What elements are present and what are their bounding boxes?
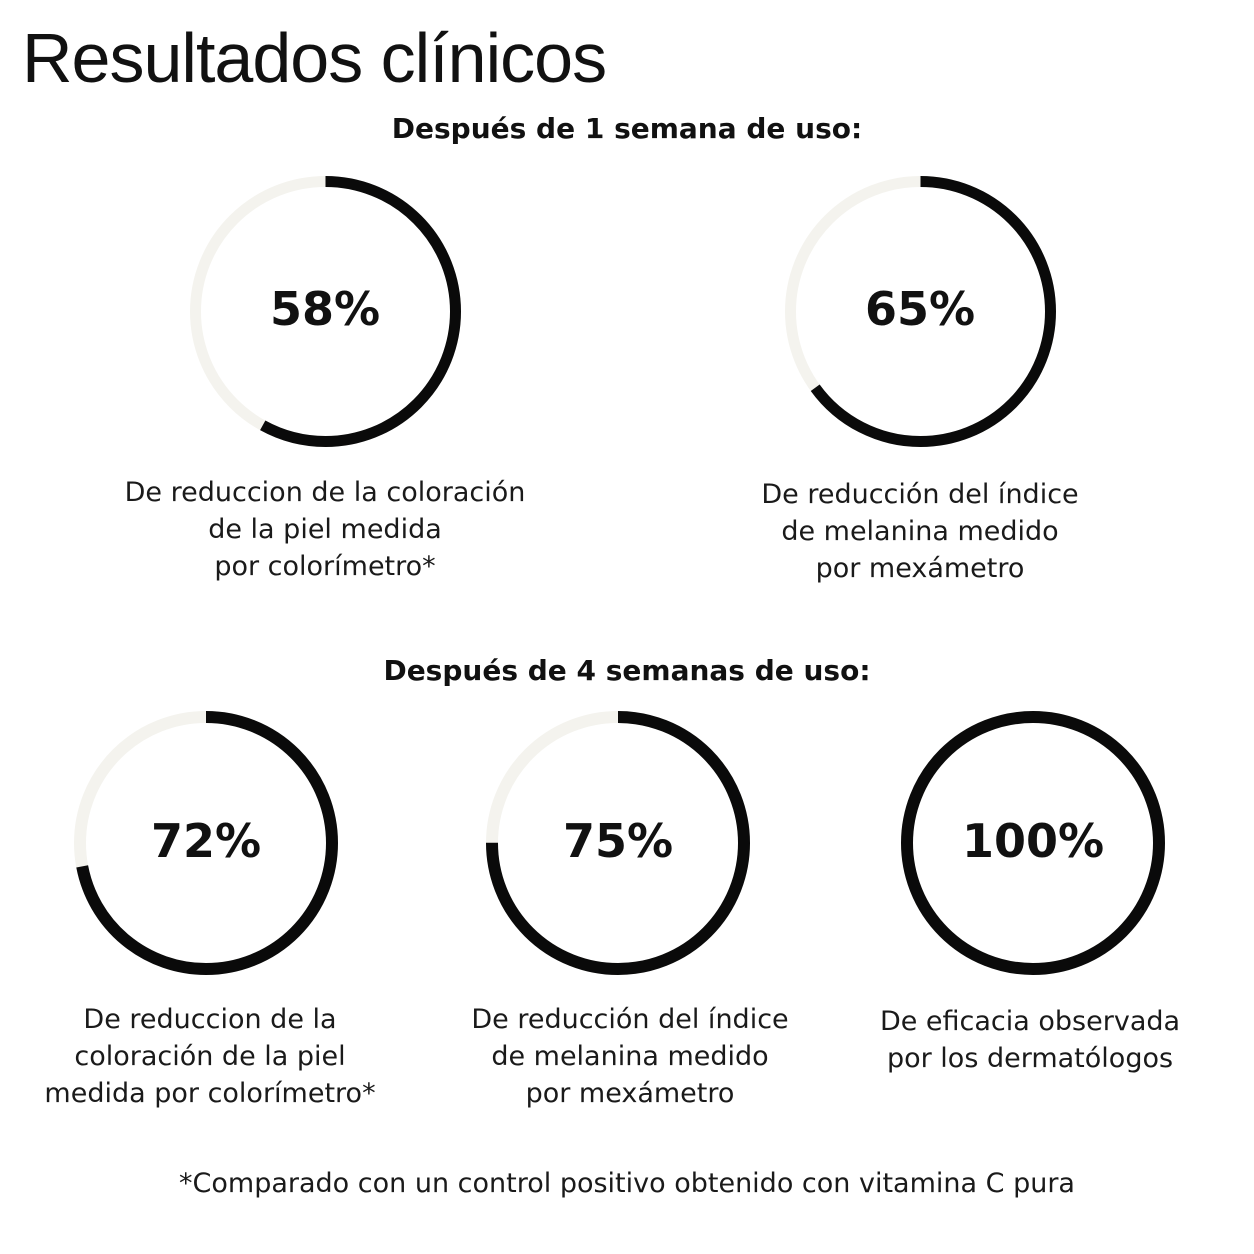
- stat-week4-melanin: 75%: [482, 707, 754, 979]
- footnote: *Comparado con un control positivo obten…: [179, 1168, 1075, 1199]
- stat-description: De reduccion de la coloración de la piel…: [44, 1004, 376, 1109]
- stat-week1-melanin: 65%: [781, 172, 1060, 451]
- percentage-value: 100%: [961, 814, 1105, 869]
- stat-week1-coloration: 58%: [186, 172, 465, 451]
- percentage-value: 65%: [864, 282, 976, 337]
- ring-progress-arc: [901, 711, 1165, 975]
- stat-description: De reduccion de la coloración de la piel…: [124, 477, 526, 582]
- section-heading-week-4: Después de 4 semanas de uso:: [383, 654, 871, 687]
- ring-progress-arc: [784, 175, 1056, 447]
- progress-ring: [74, 711, 338, 975]
- stat-week4-coloration: 72%: [70, 707, 342, 979]
- percentage-value: 75%: [562, 814, 674, 869]
- stat-week4-dermatologist-efficacy: 100%: [897, 707, 1169, 979]
- page-title: Resultados clínicos: [22, 19, 607, 97]
- percentage-value: 72%: [150, 814, 262, 869]
- progress-ring: [486, 711, 750, 975]
- ring-progress-arc: [189, 175, 461, 447]
- stat-description: De eficacia observada por los dermatólog…: [879, 1006, 1181, 1074]
- ring-progress-arc: [486, 711, 750, 975]
- progress-ring: [189, 175, 461, 447]
- progress-ring: [901, 711, 1165, 975]
- stat-description: De reducción del índice de melanina medi…: [761, 479, 1079, 584]
- progress-ring: [784, 175, 1056, 447]
- stat-description: De reducción del índice de melanina medi…: [471, 1004, 789, 1109]
- percentage-value: 58%: [269, 282, 381, 337]
- section-heading-week-1: Después de 1 semana de uso:: [391, 112, 863, 145]
- ring-progress-arc: [74, 711, 338, 975]
